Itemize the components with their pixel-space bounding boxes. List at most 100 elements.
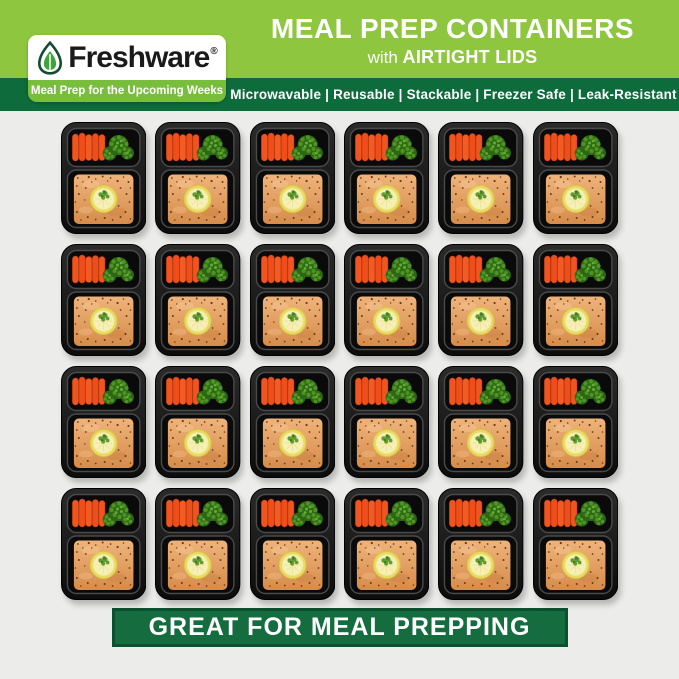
baby-carrots bbox=[543, 376, 577, 406]
meal-container-graphic bbox=[438, 244, 524, 356]
meal-container-graphic bbox=[344, 122, 430, 234]
meal-container-graphic bbox=[344, 366, 430, 478]
features-list: Microwavable | Reusable | Stackable | Fr… bbox=[230, 87, 677, 102]
meal-container bbox=[344, 488, 430, 600]
baby-carrots bbox=[449, 498, 483, 528]
header-title-area: MEAL PREP CONTAINERS with AIRTIGHT LIDS bbox=[226, 0, 679, 78]
baby-carrots bbox=[543, 254, 577, 284]
parsley-garnish bbox=[475, 556, 487, 566]
registered-mark: ® bbox=[210, 45, 218, 57]
baby-carrots bbox=[72, 254, 106, 284]
meal-container-graphic bbox=[249, 122, 335, 234]
meal-container bbox=[249, 488, 335, 600]
brand-tagline: Meal Prep for the Upcoming Weeks bbox=[28, 80, 226, 102]
brand-name-text: Freshware bbox=[68, 40, 210, 74]
baby-carrots bbox=[355, 254, 389, 284]
baby-carrots bbox=[72, 132, 106, 162]
broccoli-floret bbox=[291, 135, 323, 161]
meal-container bbox=[438, 366, 524, 478]
broccoli-floret bbox=[102, 379, 134, 405]
meal-container-graphic bbox=[532, 122, 618, 234]
meal-container bbox=[155, 366, 241, 478]
broccoli-floret bbox=[574, 501, 606, 527]
meal-container-graphic bbox=[61, 122, 147, 234]
broccoli-floret bbox=[102, 135, 134, 161]
parsley-garnish bbox=[98, 312, 110, 322]
baby-carrots bbox=[166, 376, 200, 406]
meal-container-graphic bbox=[344, 244, 430, 356]
product-subtitle: with AIRTIGHT LIDS bbox=[368, 47, 538, 68]
baby-carrots bbox=[72, 498, 106, 528]
parsley-garnish bbox=[98, 434, 110, 444]
meal-container-graphic bbox=[438, 366, 524, 478]
container-grid bbox=[61, 122, 618, 600]
parsley-garnish bbox=[287, 190, 299, 200]
meal-container-graphic bbox=[249, 244, 335, 356]
broccoli-floret bbox=[574, 135, 606, 161]
meal-container-graphic bbox=[61, 244, 147, 356]
parsley-garnish bbox=[570, 434, 582, 444]
parsley-garnish bbox=[192, 556, 204, 566]
meal-container bbox=[61, 488, 147, 600]
broccoli-floret bbox=[480, 501, 512, 527]
parsley-garnish bbox=[475, 190, 487, 200]
meal-container bbox=[155, 488, 241, 600]
broccoli-floret bbox=[385, 501, 417, 527]
parsley-garnish bbox=[570, 312, 582, 322]
parsley-garnish bbox=[570, 190, 582, 200]
meal-container-graphic bbox=[155, 122, 241, 234]
broccoli-floret bbox=[197, 135, 229, 161]
baby-carrots bbox=[260, 254, 294, 284]
subtitle-prefix: with bbox=[367, 47, 398, 67]
meal-container-graphic bbox=[249, 488, 335, 600]
meal-container bbox=[155, 122, 241, 234]
meal-container-graphic bbox=[532, 488, 618, 600]
broccoli-floret bbox=[385, 257, 417, 283]
baby-carrots bbox=[166, 498, 200, 528]
meal-container-graphic bbox=[344, 488, 430, 600]
broccoli-floret bbox=[102, 501, 134, 527]
meal-container-graphic bbox=[61, 366, 147, 478]
parsley-garnish bbox=[381, 556, 393, 566]
parsley-garnish bbox=[570, 556, 582, 566]
meal-container-graphic bbox=[532, 244, 618, 356]
broccoli-floret bbox=[197, 379, 229, 405]
meal-container bbox=[61, 366, 147, 478]
meal-container bbox=[532, 122, 618, 234]
meal-container bbox=[438, 488, 524, 600]
meal-container bbox=[344, 244, 430, 356]
parsley-garnish bbox=[192, 312, 204, 322]
parsley-garnish bbox=[192, 190, 204, 200]
baby-carrots bbox=[355, 132, 389, 162]
meal-container-graphic bbox=[155, 366, 241, 478]
baby-carrots bbox=[449, 254, 483, 284]
meal-container bbox=[344, 366, 430, 478]
baby-carrots bbox=[260, 376, 294, 406]
meal-container bbox=[155, 244, 241, 356]
parsley-garnish bbox=[381, 312, 393, 322]
baby-carrots bbox=[72, 376, 106, 406]
broccoli-floret bbox=[385, 379, 417, 405]
parsley-garnish bbox=[287, 556, 299, 566]
subtitle-bold: AIRTIGHT LIDS bbox=[402, 46, 538, 67]
meal-container bbox=[249, 244, 335, 356]
brand-card: Freshware® bbox=[28, 35, 226, 80]
parsley-garnish bbox=[381, 434, 393, 444]
meal-container-graphic bbox=[532, 366, 618, 478]
broccoli-floret bbox=[480, 257, 512, 283]
footer-banner: GREAT FOR MEAL PREPPING bbox=[111, 608, 568, 647]
meal-container-graphic bbox=[438, 122, 524, 234]
freshware-logo: Freshware® Meal Prep for the Upcoming We… bbox=[28, 35, 226, 102]
broccoli-floret bbox=[574, 257, 606, 283]
meal-container bbox=[344, 122, 430, 234]
broccoli-floret bbox=[197, 501, 229, 527]
meal-container-graphic bbox=[155, 488, 241, 600]
meal-container bbox=[532, 366, 618, 478]
broccoli-floret bbox=[291, 379, 323, 405]
parsley-garnish bbox=[192, 434, 204, 444]
baby-carrots bbox=[449, 132, 483, 162]
parsley-garnish bbox=[381, 190, 393, 200]
parsley-garnish bbox=[98, 190, 110, 200]
parsley-garnish bbox=[475, 434, 487, 444]
